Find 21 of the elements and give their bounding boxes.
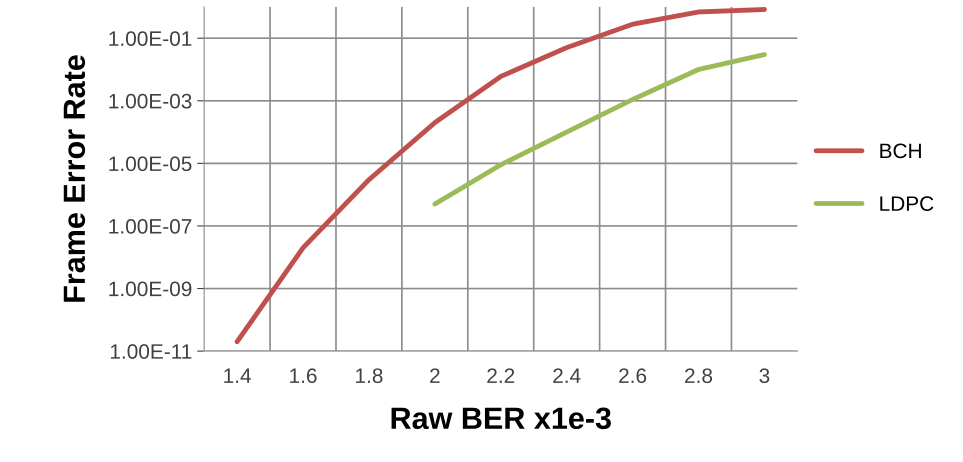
x-tick-label: 1.6 (290, 368, 317, 384)
line-series (432, 52, 767, 207)
x-tick-label: 2.8 (685, 368, 712, 384)
x-tick-label: 1.8 (356, 368, 383, 384)
x-tick-label: 2.6 (619, 368, 646, 384)
legend-label: LDPC (880, 196, 934, 211)
y-tick-label: 1.00E-07 (109, 218, 192, 234)
x-tick-label: 3 (759, 368, 770, 384)
y-tick-label: 1.00E-01 (109, 31, 192, 46)
y-tick-label: 1.00E-11 (110, 344, 192, 359)
y-tick-label: 1.00E-09 (109, 282, 192, 296)
line-series (234, 7, 767, 344)
x-tick-label: 1.4 (224, 368, 251, 383)
x-tick-label: 2.4 (553, 368, 581, 383)
x-tick-label: 2.2 (487, 368, 514, 383)
x-tick-label: 2 (430, 368, 440, 383)
y-tick-label: 1.00E-05 (109, 156, 192, 172)
y-axis-title: Frame Error Rate (64, 55, 86, 302)
x-axis-title: Raw BER x1e-3 (392, 407, 611, 430)
y-tick-label: 1.00E-03 (109, 94, 192, 109)
legend-label: BCH (880, 143, 921, 158)
